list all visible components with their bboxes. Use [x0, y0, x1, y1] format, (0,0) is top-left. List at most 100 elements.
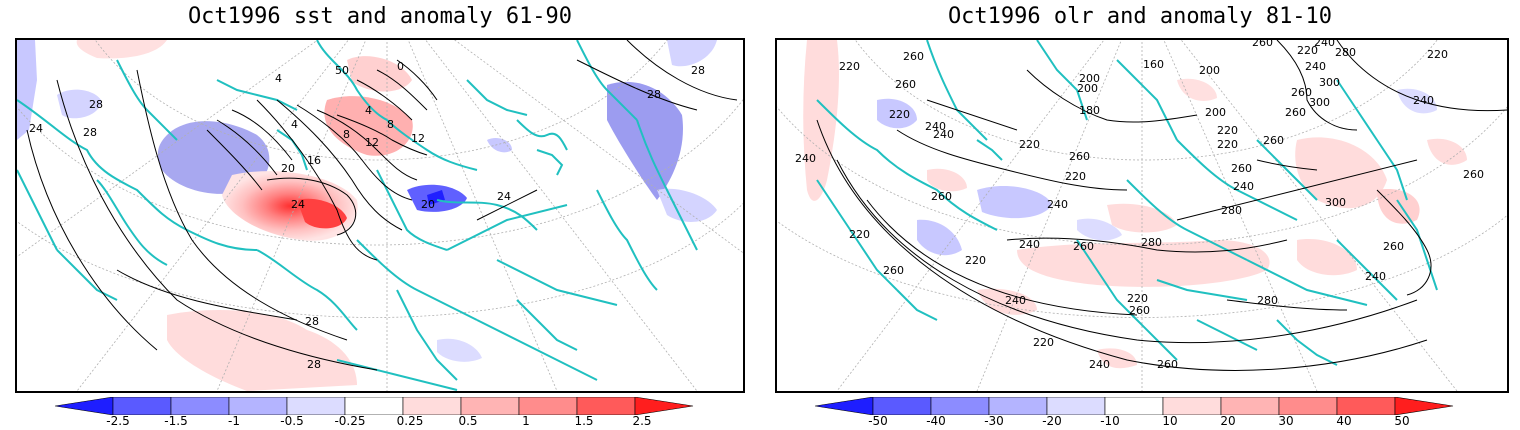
- contour-label: 28: [691, 64, 705, 77]
- contour-label: 28: [647, 88, 661, 101]
- contour-label: 260: [1263, 134, 1284, 147]
- contour-label: 220: [1217, 124, 1238, 137]
- colorbar-cell: [228, 397, 288, 415]
- colorbar-cell: [1220, 397, 1280, 415]
- contour-label: 220: [1033, 336, 1054, 349]
- contour-label: 220: [839, 60, 860, 73]
- contour-label: 240: [795, 152, 816, 165]
- right-anomaly-shading: [803, 40, 1467, 369]
- left-panel-title: Oct1996 sst and anomaly 61-90: [187, 4, 573, 29]
- colorbar-cell: [112, 397, 172, 415]
- contour-label: 300: [1319, 76, 1340, 89]
- contour-label: 240: [1005, 294, 1026, 307]
- colorbar-tick-label: -0.5: [280, 414, 304, 428]
- colorbar-cell: [1104, 397, 1164, 415]
- right-colorbar: [815, 397, 1454, 415]
- contour-label: 280: [1221, 204, 1242, 217]
- contour-label: 50: [335, 64, 349, 77]
- right-map: 260 220 260 220 240 240 160 200 220 240 …: [775, 38, 1509, 393]
- contour-label: 240: [925, 120, 946, 133]
- contour-label: 200: [1199, 64, 1220, 77]
- right-contour-labels: 260 220 260 220 240 240 160 200 220 240 …: [795, 40, 1484, 371]
- colorbar-tick-label: 0.5: [458, 414, 478, 428]
- colorbar-cell: [872, 397, 932, 415]
- contour-label: 220: [965, 254, 986, 267]
- contour-label: 300: [1309, 96, 1330, 109]
- colorbar-cell: [460, 397, 520, 415]
- contour-label: 4: [275, 72, 282, 85]
- right-panel-title: Oct1996 olr and anomaly 81-10: [947, 4, 1333, 29]
- contour-label: 260: [1252, 40, 1273, 49]
- colorbar-tick-label: 10: [1162, 414, 1178, 428]
- colorbar-cell: [930, 397, 990, 415]
- colorbar-tick-label: -40: [926, 414, 946, 428]
- left-colorbar: [55, 397, 694, 415]
- colorbar-cell: [518, 397, 578, 415]
- colorbar-cell: [576, 397, 636, 415]
- colorbar-tick-label: -1: [228, 414, 240, 428]
- contour-label: 280: [1257, 294, 1278, 307]
- contour-label: 28: [83, 126, 97, 139]
- left-contour-labels: 24 28 28 28 4 4 8 12 8 4 0 12 16 20 24 2…: [29, 60, 705, 371]
- contour-label: 260: [1069, 150, 1090, 163]
- contour-label: 260: [1157, 358, 1178, 371]
- contour-label: 220: [889, 108, 910, 121]
- contour-label: 220: [1127, 292, 1148, 305]
- colorbar-tick-label: 0.25: [396, 414, 424, 428]
- contour-label: 240: [1365, 270, 1386, 283]
- contour-label: 16: [307, 154, 321, 167]
- right-coastlines: [816, 40, 1438, 366]
- colorbar-tick-label: -0.25: [334, 414, 366, 428]
- colorbar-tick-label: 1: [522, 414, 530, 428]
- contour-label: 260: [903, 50, 924, 63]
- contour-label: 160: [1143, 58, 1164, 71]
- right-map-canvas: 260 220 260 220 240 240 160 200 220 240 …: [777, 40, 1507, 391]
- contour-label: 24: [497, 190, 511, 203]
- colorbar-tick-label: -10: [1100, 414, 1120, 428]
- contour-label: 12: [365, 136, 379, 149]
- contour-label: 260: [931, 190, 952, 203]
- contour-label: 220: [1065, 170, 1086, 183]
- contour-label: 240: [1233, 180, 1254, 193]
- left-map: 24 28 28 28 4 4 8 12 8 4 0 12 16 20 24 2…: [15, 38, 745, 393]
- colorbar-cell: [1278, 397, 1338, 415]
- colorbar-cell: [988, 397, 1048, 415]
- contour-label: 220: [1427, 48, 1448, 61]
- contour-label: 220: [1297, 44, 1318, 57]
- colorbar-cell: [286, 397, 346, 415]
- contour-label: 240: [933, 128, 954, 141]
- colorbar-tick-label: 40: [1336, 414, 1352, 428]
- contour-label: 260: [1231, 162, 1252, 175]
- contour-label: 260: [1291, 86, 1312, 99]
- colorbar-tick-label: 50: [1394, 414, 1410, 428]
- contour-label: 28: [305, 315, 319, 328]
- colorbar-cell: [1394, 397, 1454, 415]
- colorbar-cell: [1162, 397, 1222, 415]
- contour-label: 240: [1089, 358, 1110, 371]
- contour-label: 4: [291, 118, 298, 131]
- contour-label: 180: [1079, 104, 1100, 117]
- contour-label: 260: [1129, 304, 1150, 317]
- contour-label: 20: [281, 162, 295, 175]
- contour-label: 0: [397, 60, 404, 73]
- contour-label: 20: [421, 198, 435, 211]
- contour-label: 240: [1047, 198, 1068, 211]
- colorbar-cell: [402, 397, 462, 415]
- contour-label: 260: [1463, 168, 1484, 181]
- contour-label: 240: [1314, 40, 1335, 49]
- contour-label: 200: [1079, 72, 1100, 85]
- colorbar-tick-label: -2.5: [106, 414, 130, 428]
- contour-label: 300: [1325, 196, 1346, 209]
- colorbar-cell: [634, 397, 694, 415]
- contour-label: 240: [1019, 238, 1040, 251]
- contour-label: 240: [1413, 94, 1434, 107]
- colorbar-tick-label: -20: [1042, 414, 1062, 428]
- colorbar-tick-label: 30: [1278, 414, 1294, 428]
- colorbar-tick-label: 20: [1220, 414, 1236, 428]
- contour-label: 280: [1335, 46, 1356, 59]
- contour-label: 200: [1205, 106, 1226, 119]
- contour-label: 28: [89, 98, 103, 111]
- right-contours: [816, 40, 1507, 371]
- colorbar-tick-label: -50: [868, 414, 888, 428]
- left-coastlines: [17, 40, 698, 391]
